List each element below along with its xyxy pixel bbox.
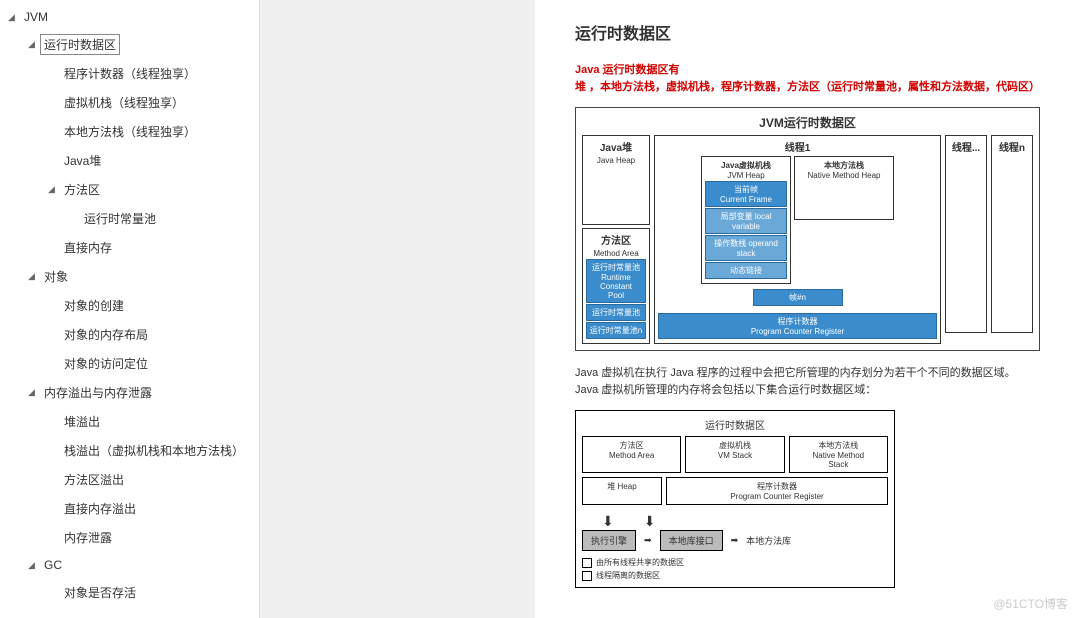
tree-item[interactable]: 方法区溢出	[0, 465, 259, 494]
tree-item[interactable]: ◢方法区	[0, 175, 259, 204]
tree-item-label[interactable]: 对象的访问定位	[60, 353, 152, 374]
tree-item-label[interactable]: 本地方法栈（线程独享）	[60, 121, 200, 142]
tree-item-label[interactable]: 虚拟机栈（线程独享）	[60, 92, 188, 113]
tree-item[interactable]: ◢GC	[0, 552, 259, 578]
java-heap-box: Java堆 Java Heap	[582, 135, 650, 225]
method-area-box: 方法区 Method Area 运行时常量池 Runtime Constant …	[582, 228, 650, 344]
tree-item[interactable]: 对象是否存活	[0, 578, 259, 607]
runtime-area-diagram2: 运行时数据区 方法区 Method Area 虚拟机栈 VM Stack 本地方…	[575, 410, 895, 588]
expand-arrow-icon[interactable]: ◢	[28, 39, 40, 50]
expand-arrow-icon[interactable]: ◢	[28, 387, 40, 398]
d2-method-area: 方法区 Method Area	[582, 436, 681, 473]
d2-native-lib: 本地方法库	[746, 534, 791, 547]
d2-exec-engine: 执行引擎	[582, 530, 636, 551]
tree-item-label[interactable]: 内存溢出与内存泄露	[40, 382, 156, 403]
expand-arrow-icon[interactable]: ◢	[8, 12, 20, 23]
d2-heap: 堆 Heap	[582, 477, 662, 505]
tree-item-label[interactable]: 方法区溢出	[60, 469, 128, 490]
tree-item[interactable]: 直接内存	[0, 233, 259, 262]
diagram2-legend: 由所有线程共享的数据区 线程隔离的数据区	[582, 557, 888, 581]
tree-item-label[interactable]: 对象的创建	[60, 295, 128, 316]
tree-item-label[interactable]: 程序计数器（线程独享）	[60, 63, 200, 84]
tree-item[interactable]: 对象的创建	[0, 291, 259, 320]
tree-item-label[interactable]: 运行时数据区	[40, 34, 120, 55]
tree-item-label[interactable]: 方法区	[60, 179, 104, 200]
tree-item-label[interactable]: 对象	[40, 266, 72, 287]
tree-item[interactable]: 程序计数器（线程独享）	[0, 59, 259, 88]
tree-item-label[interactable]: JVM	[20, 8, 52, 26]
thread-n-box: 线程n	[991, 135, 1033, 333]
document-content: 运行时数据区 Java 运行时数据区有 堆 ，本地方法栈，虚拟机栈，程序计数器，…	[535, 0, 1080, 618]
thread1-box: 线程1 Java虚拟机栈 JVM Heap 当前帧 Current Frame …	[654, 135, 941, 344]
tree-item-label[interactable]: 堆溢出	[60, 411, 104, 432]
tree-item[interactable]: ◢运行时数据区	[0, 30, 259, 59]
expand-arrow-icon[interactable]: ◢	[28, 560, 40, 571]
d2-native-stack: 本地方法栈 Native Method Stack	[789, 436, 888, 473]
arrow-icon: ⬇	[602, 513, 614, 530]
arrow-icon: ⬇	[644, 513, 656, 530]
tree-item[interactable]: 栈溢出（虚拟机栈和本地方法栈）	[0, 436, 259, 465]
expand-arrow-icon[interactable]: ◢	[48, 184, 60, 195]
tree-item[interactable]: 虚拟机栈（线程独享）	[0, 88, 259, 117]
d2-native-intf: 本地库接口	[660, 530, 723, 551]
tree-item[interactable]: ◢内存溢出与内存泄露	[0, 378, 259, 407]
nav-tree: ◢JVM◢运行时数据区程序计数器（线程独享）虚拟机栈（线程独享）本地方法栈（线程…	[0, 0, 260, 618]
expand-arrow-icon[interactable]: ◢	[28, 271, 40, 282]
native-stack-box: 本地方法栈 Native Method Heap	[794, 156, 894, 220]
tree-item[interactable]: 运行时常量池	[0, 204, 259, 233]
tree-item-label[interactable]: Java堆	[60, 150, 105, 171]
tree-item[interactable]: 对象的内存布局	[0, 320, 259, 349]
arrow-right-icon: ➡	[731, 535, 739, 546]
d2-pc: 程序计数器 Program Counter Register	[666, 477, 888, 505]
legend-square-icon	[582, 558, 592, 568]
divider-gap	[260, 0, 535, 618]
page-title: 运行时数据区	[575, 20, 1040, 44]
thread-etc-box: 线程...	[945, 135, 987, 333]
description-text: Java 虚拟机在执行 Java 程序的过程中会把它所管理的内存划分为若干个不同…	[575, 365, 1040, 398]
tree-item-label[interactable]: 运行时常量池	[80, 208, 160, 229]
highlight-intro: Java 运行时数据区有	[575, 64, 680, 76]
tree-item[interactable]: 对象的访问定位	[0, 349, 259, 378]
tree-item[interactable]: 堆溢出	[0, 407, 259, 436]
d2-vm-stack: 虚拟机栈 VM Stack	[685, 436, 784, 473]
legend-square-icon	[582, 571, 592, 581]
tree-item[interactable]: 内存泄露	[0, 523, 259, 552]
jvm-stack-box: Java虚拟机栈 JVM Heap 当前帧 Current Frame 局部变量…	[701, 156, 791, 284]
tree-item-label[interactable]: 内存泄露	[60, 527, 116, 548]
tree-item-label[interactable]: 对象是否存活	[60, 582, 140, 603]
watermark-text: @51CTO博客	[993, 595, 1068, 612]
tree-item[interactable]: ◢对象	[0, 262, 259, 291]
pc-register-box: 程序计数器 Program Counter Register	[658, 313, 937, 339]
highlight-text: Java 运行时数据区有 堆 ，本地方法栈，虚拟机栈，程序计数器，方法区（运行时…	[575, 62, 1040, 95]
tree-item-label[interactable]: 对象的内存布局	[60, 324, 152, 345]
highlight-body: 堆 ，本地方法栈，虚拟机栈，程序计数器，方法区（运行时常量池，属性和方法数据，代…	[575, 81, 1040, 93]
tree-item[interactable]: Java堆	[0, 146, 259, 175]
tree-item-label[interactable]: 直接内存	[60, 237, 116, 258]
tree-item[interactable]: 直接内存溢出	[0, 494, 259, 523]
diagram1-title: JVM运行时数据区	[582, 114, 1033, 131]
jvm-runtime-diagram: JVM运行时数据区 Java堆 Java Heap 方法区 Method Are…	[575, 107, 1040, 351]
tree-item[interactable]: 本地方法栈（线程独享）	[0, 117, 259, 146]
tree-item[interactable]: ◢JVM	[0, 4, 259, 30]
tree-item-label[interactable]: 直接内存溢出	[60, 498, 140, 519]
tree-item-label[interactable]: GC	[40, 556, 66, 574]
arrow-right-icon: ➡	[644, 535, 652, 546]
tree-item-label[interactable]: 栈溢出（虚拟机栈和本地方法栈）	[60, 440, 248, 461]
